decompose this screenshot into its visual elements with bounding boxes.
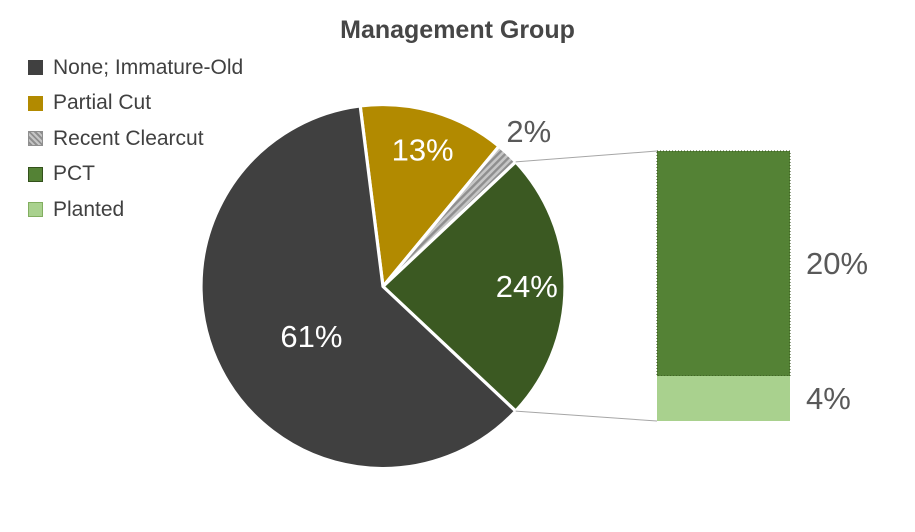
- legend-item-label: None; Immature-Old: [53, 55, 244, 79]
- pie-slice-partial-cut: [358, 102, 501, 289]
- pie-slice-other-pct-planted: [381, 160, 567, 413]
- color-swatch-icon: [28, 166, 43, 182]
- legend-item-none-immature-old: None; Immature-Old: [28, 50, 243, 86]
- color-swatch-icon: [28, 95, 43, 111]
- legend-item-label: Partial Cut: [53, 91, 152, 115]
- legend-item-recent-clearcut: Recent Clearcut: [28, 121, 243, 157]
- legend-item-label: Planted: [53, 197, 125, 221]
- pie-slice-label-partial-cut: 13%: [392, 133, 454, 168]
- pie-slice-none-immature-old: [199, 104, 518, 471]
- connector-line-top: [515, 150, 658, 163]
- color-swatch-icon: [28, 202, 43, 218]
- chart-title: Management Group: [340, 16, 575, 44]
- bar-segment-label-pct: 20%: [806, 246, 868, 281]
- chart-legend: None; Immature-Old Partial Cut Recent Clea…: [28, 50, 243, 228]
- legend-item-pct: PCT: [28, 157, 243, 193]
- pie-slice-label-recent-clearcut: 2%: [506, 114, 551, 149]
- legend-item-partial-cut: Partial Cut: [28, 86, 243, 122]
- bar-segment-pct: [656, 150, 791, 377]
- connector-line-bottom: [515, 410, 658, 422]
- color-swatch-icon: [28, 60, 43, 76]
- legend-item-label: PCT: [53, 162, 95, 186]
- bar-segment-label-planted: 4%: [806, 381, 851, 416]
- pie-slice-label-other-pct-planted: 24%: [496, 269, 558, 304]
- hatch-swatch-icon: [28, 131, 43, 147]
- pie-slice-label-none-immature-old: 61%: [280, 319, 342, 354]
- bar-segment-planted: [657, 376, 790, 421]
- legend-item-planted: Planted: [28, 192, 243, 228]
- legend-item-label: Recent Clearcut: [53, 126, 204, 150]
